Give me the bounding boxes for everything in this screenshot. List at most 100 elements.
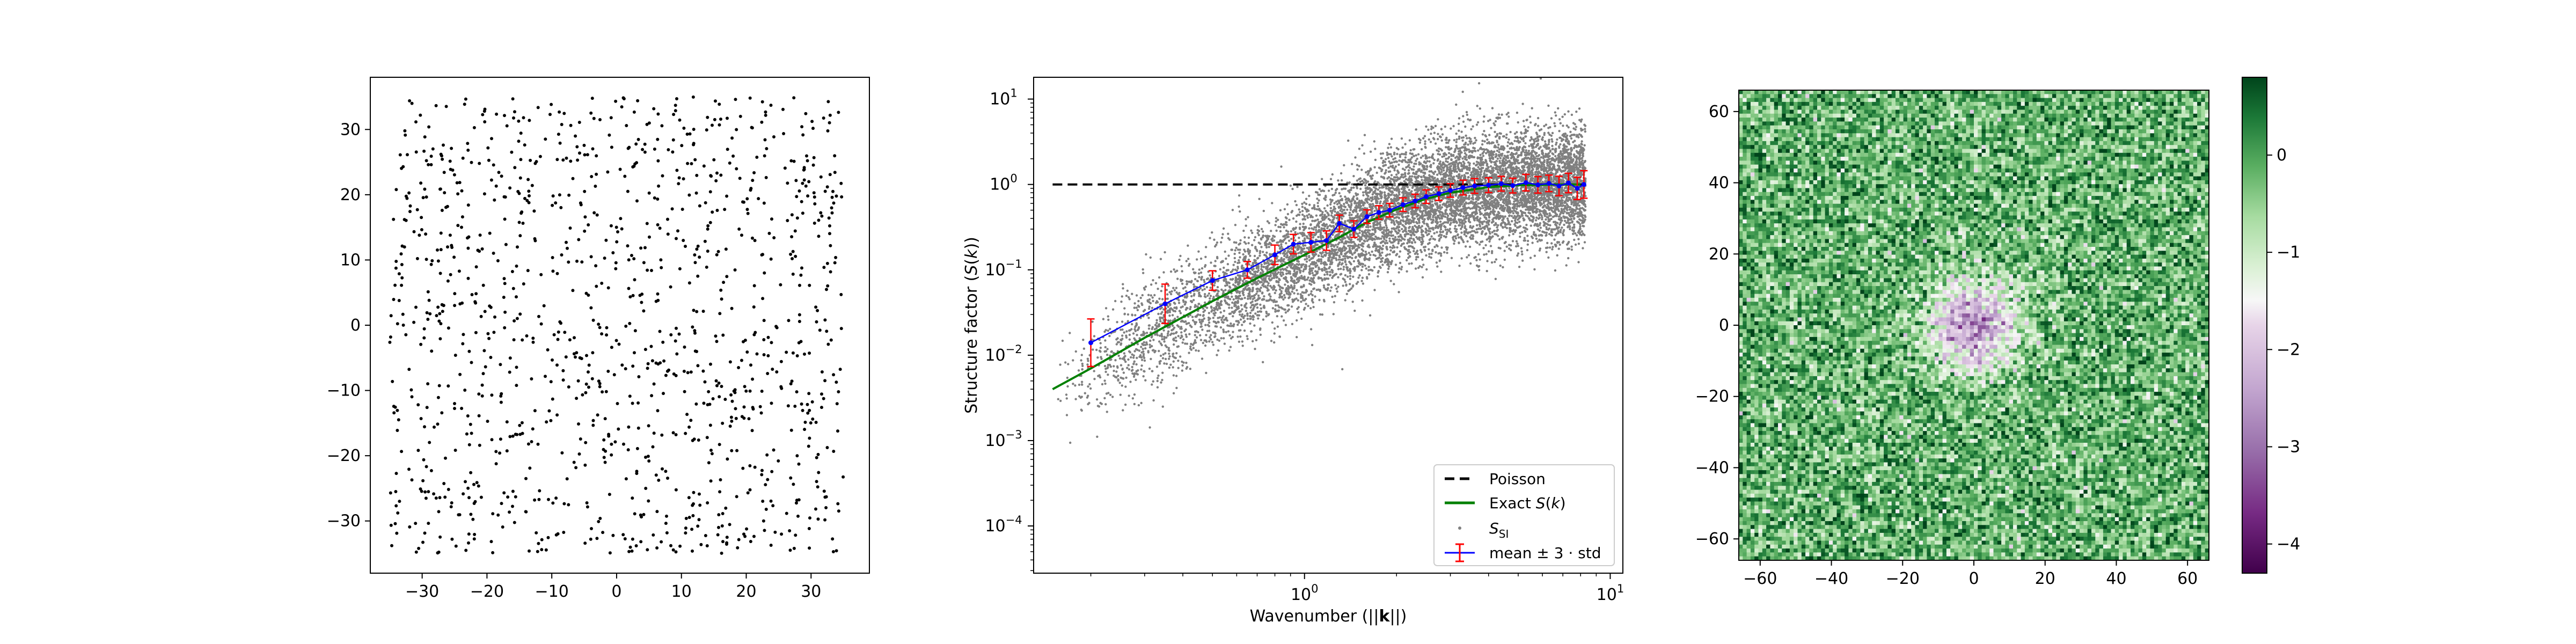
s-si-point	[1117, 375, 1119, 377]
s-si-point	[1432, 162, 1435, 165]
s-si-point	[1333, 301, 1336, 304]
s-si-point	[1519, 169, 1521, 172]
pattern-point	[653, 147, 656, 151]
pattern-point	[515, 317, 519, 320]
pattern-point	[628, 295, 632, 299]
s-si-point	[1568, 247, 1571, 250]
s-si-point	[1546, 241, 1549, 244]
pattern-point	[602, 456, 606, 459]
s-si-point	[1227, 269, 1230, 272]
pattern-point	[674, 550, 678, 554]
pattern-point	[579, 437, 582, 441]
s-si-scatter-cloud	[1057, 77, 1587, 444]
pattern-point	[792, 96, 796, 100]
pattern-point	[675, 326, 678, 330]
pattern-point	[598, 385, 602, 389]
s-si-point	[1393, 151, 1396, 154]
s-si-point	[1107, 318, 1110, 321]
s-si-point	[1388, 253, 1391, 256]
pattern-point	[719, 288, 723, 292]
pattern-point	[572, 460, 576, 464]
s-si-point	[1127, 364, 1130, 367]
pattern-point	[430, 349, 434, 353]
pattern-point	[777, 459, 780, 463]
s-si-point	[1477, 149, 1480, 152]
pattern-point	[598, 118, 602, 121]
s-si-point	[1360, 269, 1363, 272]
pattern-point	[628, 545, 632, 549]
pattern-point	[536, 550, 539, 553]
pattern-point	[720, 297, 723, 301]
s-si-point	[1202, 311, 1205, 313]
s-si-point	[1513, 132, 1517, 135]
pattern-point	[466, 142, 470, 145]
pattern-point	[825, 330, 829, 333]
s-si-point	[1208, 312, 1211, 314]
s-si-point	[1406, 270, 1408, 273]
pattern-point	[740, 233, 743, 237]
pattern-point	[814, 421, 818, 424]
pattern-point	[684, 517, 688, 520]
pattern-point	[439, 322, 443, 326]
pattern-point	[624, 477, 628, 481]
pattern-point	[489, 540, 493, 544]
s-si-point	[1502, 195, 1504, 198]
pattern-point	[499, 363, 502, 367]
s-si-point	[1337, 276, 1340, 279]
pattern-point	[583, 541, 587, 545]
s-si-point	[1416, 157, 1418, 160]
pattern-point	[481, 113, 485, 116]
pattern-point	[650, 394, 654, 398]
pattern-point	[657, 478, 661, 482]
s-si-point	[1488, 250, 1490, 253]
s-si-point	[1151, 383, 1153, 386]
pattern-point	[656, 292, 660, 296]
pattern-point	[656, 409, 660, 413]
pattern-point	[404, 333, 408, 336]
pattern-point	[647, 424, 650, 428]
pattern-point	[610, 145, 613, 149]
s-si-point	[1113, 365, 1115, 368]
s-si-point	[1543, 134, 1546, 136]
pattern-point	[823, 318, 827, 322]
pattern-point	[811, 127, 815, 130]
pattern-point	[815, 456, 818, 459]
pattern-point	[655, 510, 659, 514]
pattern-point	[660, 433, 664, 437]
pattern-point	[394, 266, 398, 270]
s-si-point	[1341, 262, 1344, 265]
pattern-point	[628, 321, 632, 325]
s-si-point	[1176, 277, 1179, 280]
pattern-point	[751, 407, 755, 411]
pattern-point	[416, 403, 420, 407]
pattern-point	[448, 159, 452, 163]
pattern-point	[450, 246, 454, 249]
pattern-point	[627, 258, 631, 262]
s-si-point	[1154, 282, 1158, 284]
pattern-point	[396, 429, 399, 432]
s-si-point	[1238, 259, 1240, 262]
pattern-point	[508, 356, 512, 360]
s-si-point	[1525, 223, 1528, 226]
s-si-point	[1464, 245, 1467, 248]
s-si-point	[1142, 375, 1145, 378]
pattern-point	[808, 436, 811, 440]
pattern-point	[466, 486, 470, 490]
pattern-point	[555, 363, 559, 367]
pattern-point	[808, 516, 811, 520]
pattern-point	[439, 231, 443, 235]
s-si-point	[1536, 240, 1539, 243]
pattern-point	[795, 195, 799, 199]
s-si-point	[1119, 393, 1122, 396]
s-si-point	[1233, 252, 1236, 255]
s-si-point	[1466, 113, 1468, 116]
pattern-point	[424, 232, 428, 236]
s-si-point	[1483, 253, 1485, 256]
s-si-point	[1541, 218, 1543, 221]
s-si-point	[1556, 254, 1558, 257]
s-si-point	[1397, 163, 1400, 166]
s-si-point	[1195, 349, 1197, 352]
s-si-point	[1425, 268, 1428, 271]
pattern-point	[515, 433, 519, 436]
pattern-point	[769, 544, 773, 547]
